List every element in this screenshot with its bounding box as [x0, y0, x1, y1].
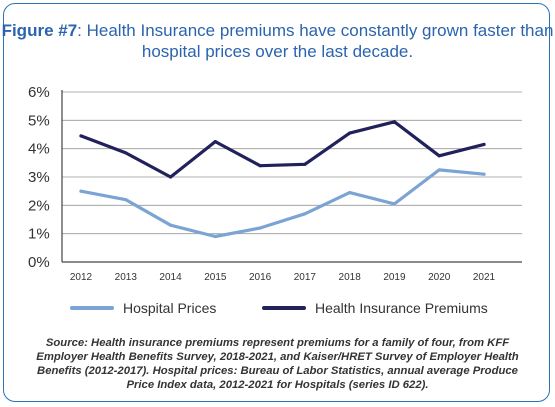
x-tick-label: 2012 — [70, 272, 93, 283]
x-tick-label: 2016 — [249, 272, 272, 283]
y-tick-label: 1% — [28, 226, 50, 243]
data-point-hospital-prices — [392, 202, 397, 206]
source-note: Source: Health insurance premiums repres… — [36, 337, 519, 391]
y-tick-label: 4% — [28, 141, 50, 158]
legend-swatch-health-insurance-premiums — [262, 306, 306, 310]
data-point-hospital-prices — [79, 189, 83, 193]
x-tick-label: 2015 — [204, 272, 227, 283]
y-tick-label: 2% — [28, 197, 50, 214]
y-tick-label: 5% — [28, 112, 50, 129]
y-tick-label: 0% — [28, 254, 50, 271]
data-point-health-insurance-premiums — [437, 154, 441, 158]
data-point-hospital-prices — [258, 226, 262, 230]
x-tick-label: 2018 — [339, 272, 362, 283]
legend-item-health-insurance-premiums: Health Insurance Premiums — [262, 300, 488, 316]
y-tick-label: 6% — [28, 84, 50, 101]
chart-legend: Hospital Prices Health Insurance Premium… — [0, 300, 555, 320]
line-chart: 0% 1% 2% 3% 4% 5% 6% 2012 2013 2014 2015 2016 2017 20… — [28, 84, 522, 283]
figure-frame — [3, 3, 550, 402]
x-tick-label: 2017 — [294, 272, 317, 283]
data-point-health-insurance-premiums — [482, 142, 486, 147]
data-point-health-insurance-premiums — [79, 134, 83, 138]
data-point-hospital-prices — [124, 198, 128, 202]
figure-title: Figure #7: Health Insurance premiums hav… — [0, 20, 555, 62]
data-point-hospital-prices — [168, 223, 173, 227]
x-tick-label: 2013 — [115, 272, 138, 283]
x-tick-label: 2014 — [159, 272, 182, 283]
figure-number: Figure #7 — [1, 21, 78, 40]
data-point-hospital-prices — [303, 212, 307, 216]
data-point-health-insurance-premiums — [258, 164, 262, 168]
data-point-hospital-prices — [437, 168, 441, 172]
legend-swatch-hospital-prices — [70, 306, 114, 310]
series-line-health-insurance-premiums — [79, 120, 486, 179]
data-point-health-insurance-premiums — [124, 151, 128, 155]
legend-label-health-insurance-premiums: Health Insurance Premiums — [315, 300, 488, 316]
series-line-hospital-prices — [79, 168, 486, 239]
data-point-health-insurance-premiums — [348, 131, 352, 135]
x-tick-label: 2020 — [428, 272, 451, 283]
figure-title-text: : Health Insurance premiums have constan… — [77, 21, 554, 61]
legend-item-hospital-prices: Hospital Prices — [70, 300, 216, 316]
data-point-health-insurance-premiums — [168, 175, 173, 179]
data-point-health-insurance-premiums — [303, 162, 307, 166]
x-tick-label: 2021 — [473, 272, 496, 283]
data-point-hospital-prices — [482, 172, 486, 176]
y-tick-label: 3% — [28, 169, 50, 186]
data-point-hospital-prices — [348, 190, 352, 195]
legend-label-hospital-prices: Hospital Prices — [123, 300, 217, 316]
data-point-health-insurance-premiums — [392, 120, 397, 124]
x-tick-label: 2019 — [383, 272, 406, 283]
data-point-health-insurance-premiums — [213, 139, 217, 144]
data-point-hospital-prices — [213, 234, 217, 239]
